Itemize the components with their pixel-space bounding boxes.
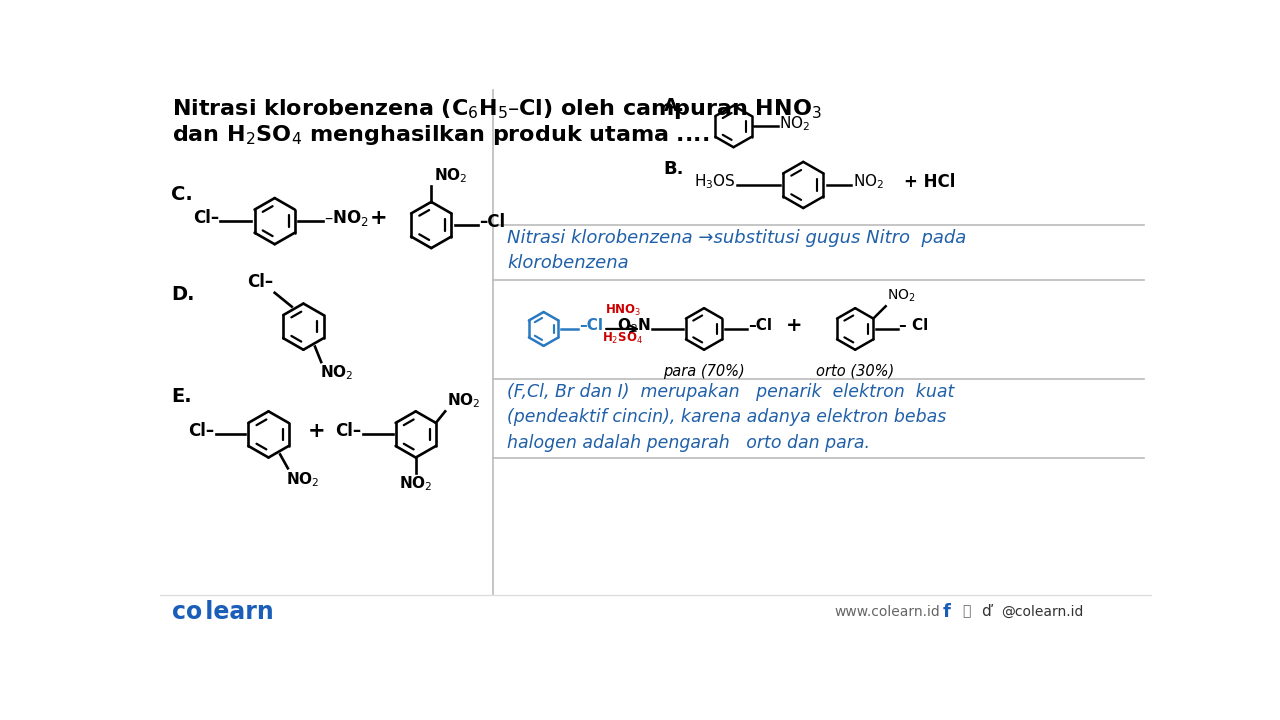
Text: Nitrasi klorobenzena (C$_6$H$_5$–Cl) oleh campuran HNO$_3$: Nitrasi klorobenzena (C$_6$H$_5$–Cl) ole… — [173, 97, 822, 121]
Text: Cl–: Cl– — [335, 423, 361, 441]
Text: H$_3$OS: H$_3$OS — [694, 173, 736, 192]
Text: www.colearn.id: www.colearn.id — [835, 605, 940, 618]
Text: HNO$_3$: HNO$_3$ — [604, 303, 641, 318]
Text: NO$_2$: NO$_2$ — [780, 114, 810, 132]
Text: +: + — [369, 208, 387, 228]
Text: Cl–: Cl– — [247, 273, 273, 291]
Text: –NO$_2$: –NO$_2$ — [324, 208, 369, 228]
Text: Nitrasi klorobenzena →substitusi gugus Nitro  pada: Nitrasi klorobenzena →substitusi gugus N… — [507, 229, 966, 247]
Text: @colearn.id: @colearn.id — [1001, 605, 1083, 618]
Text: –Cl: –Cl — [749, 318, 772, 333]
Text: klorobenzena: klorobenzena — [507, 254, 628, 272]
Text: para (70%): para (70%) — [663, 364, 745, 379]
Text: NO$_2$: NO$_2$ — [399, 474, 433, 493]
Text: B.: B. — [664, 160, 685, 178]
Text: NO$_2$: NO$_2$ — [287, 470, 320, 489]
Text: f: f — [943, 603, 951, 621]
Text: A.: A. — [664, 97, 685, 115]
Text: C.: C. — [170, 185, 192, 204]
Text: – Cl: – Cl — [900, 318, 928, 333]
Text: learn: learn — [197, 600, 274, 624]
Text: NO$_2$: NO$_2$ — [887, 287, 916, 304]
Text: +: + — [786, 316, 803, 336]
Text: + HCl: + HCl — [904, 173, 955, 191]
Text: NO$_2$: NO$_2$ — [447, 391, 480, 410]
Text: NO$_2$: NO$_2$ — [320, 364, 353, 382]
Text: O$_2$N: O$_2$N — [617, 317, 650, 336]
Text: NO$_2$: NO$_2$ — [434, 166, 467, 185]
Text: ⬜: ⬜ — [963, 605, 970, 618]
Text: dan H$_2$SO$_4$ menghasilkan produk utama ....: dan H$_2$SO$_4$ menghasilkan produk utam… — [173, 123, 710, 148]
Text: –Cl: –Cl — [580, 318, 603, 333]
Text: halogen adalah pengarah   orto dan para.: halogen adalah pengarah orto dan para. — [507, 433, 870, 451]
Text: –Cl: –Cl — [479, 213, 506, 231]
Text: co: co — [173, 600, 202, 624]
Text: +: + — [307, 421, 325, 441]
Text: NO$_2$: NO$_2$ — [852, 173, 884, 192]
Text: (pendeaktif cincin), karena adanya elektron bebas: (pendeaktif cincin), karena adanya elekt… — [507, 408, 946, 426]
Text: ď: ď — [982, 604, 991, 619]
Text: E.: E. — [170, 387, 192, 405]
Text: D.: D. — [170, 285, 195, 304]
Text: Cl–: Cl– — [188, 423, 214, 441]
Text: (F,Cl, Br dan I)  merupakan   penarik  elektron  kuat: (F,Cl, Br dan I) merupakan penarik elekt… — [507, 383, 955, 401]
Text: orto (30%): orto (30%) — [817, 364, 895, 379]
Text: H$_2$SO$_4$: H$_2$SO$_4$ — [602, 331, 643, 346]
Text: Cl–: Cl– — [193, 209, 219, 227]
